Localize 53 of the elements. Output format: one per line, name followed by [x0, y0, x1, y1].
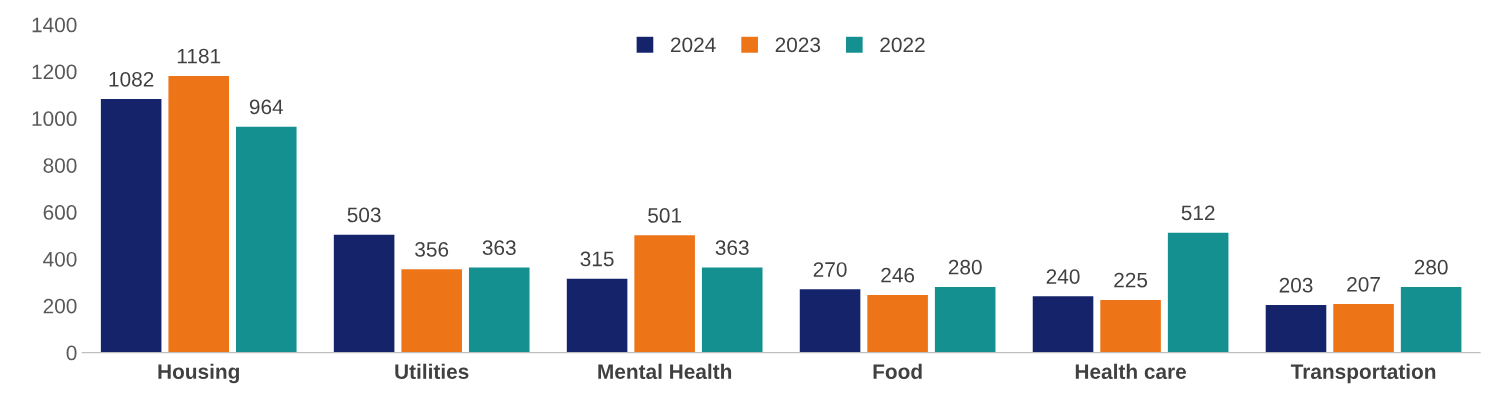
bar — [333, 234, 395, 353]
x-tick-label: Utilities — [395, 363, 469, 380]
bar — [401, 269, 462, 353]
y-tick-label: 1000 — [32, 111, 77, 127]
legend-label: 2024 — [671, 37, 716, 53]
bar — [934, 287, 996, 353]
bar — [468, 267, 530, 353]
y-tick-label: 200 — [43, 298, 77, 314]
bar — [1265, 305, 1327, 353]
bar — [634, 235, 695, 353]
data-label: 315 — [580, 251, 614, 267]
data-label: 503 — [347, 207, 381, 223]
bar — [168, 75, 229, 353]
x-tick-label: Housing — [158, 363, 239, 384]
bar — [701, 267, 763, 353]
data-label: 512 — [1181, 205, 1215, 221]
legend-label: 2022 — [880, 37, 925, 53]
bar — [1100, 299, 1161, 353]
bar — [235, 126, 297, 353]
data-label: 356 — [415, 241, 449, 257]
bar — [566, 278, 628, 353]
bar — [1167, 232, 1229, 353]
bar — [799, 289, 861, 353]
bar — [1333, 304, 1394, 353]
data-label: 203 — [1279, 277, 1313, 293]
x-tick-label: Transportation — [1290, 363, 1436, 384]
bar — [867, 294, 928, 353]
data-label: 1181 — [177, 48, 221, 64]
data-label: 363 — [482, 240, 516, 256]
x-tick-label: Food — [873, 363, 922, 380]
data-label: 225 — [1114, 272, 1148, 288]
data-label: 280 — [1414, 259, 1448, 275]
y-tick-label: 0 — [66, 345, 77, 361]
bar — [100, 99, 162, 353]
data-label: 363 — [715, 240, 749, 256]
x-tick-label: Mental Health — [598, 363, 732, 380]
y-tick-label: 1400 — [32, 17, 77, 33]
legend-label: 2023 — [775, 37, 821, 53]
bar — [1400, 287, 1462, 353]
y-tick-label: 1200 — [32, 64, 77, 80]
y-tick-label: 600 — [43, 205, 77, 220]
data-label: 1082 — [109, 71, 154, 87]
data-label: 280 — [948, 259, 982, 275]
data-label: 964 — [249, 99, 284, 115]
data-label: 207 — [1347, 276, 1380, 292]
y-tick-label: 400 — [43, 251, 77, 267]
y-tick-label: 800 — [43, 158, 77, 173]
bar — [1032, 296, 1094, 353]
x-tick-label: Health care — [1075, 363, 1187, 380]
data-label: 246 — [881, 267, 915, 283]
data-label: 501 — [648, 208, 682, 223]
data-label: 270 — [813, 262, 847, 277]
data-label: 240 — [1046, 269, 1080, 284]
